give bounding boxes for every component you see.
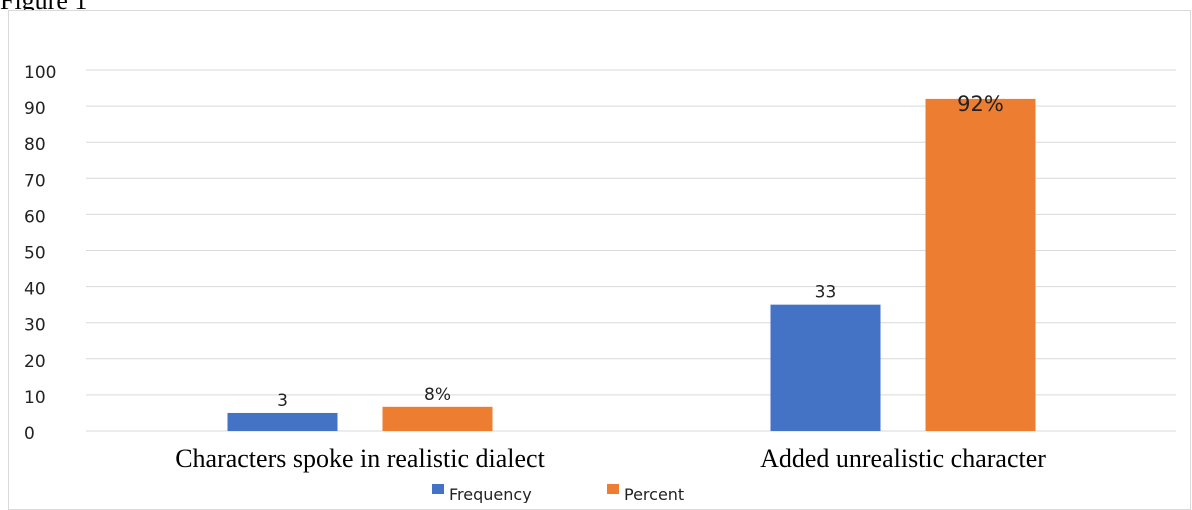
bar-frequency [227,412,338,431]
data-label: 8% [424,385,451,405]
data-labels: 3 8% 33 92% [277,92,1004,411]
data-label: 3 [277,391,288,411]
legend: Frequency Percent [432,484,684,503]
y-tick-label: 70 [24,171,46,191]
y-tick-label: 20 [24,352,46,372]
bar-frequency [770,304,881,431]
legend-label-percent: Percent [624,485,684,503]
y-tick-label: 30 [24,316,46,336]
y-tick-label: 10 [24,388,46,408]
legend-swatch-percent [607,484,619,494]
y-tick-label: 90 [24,99,46,119]
bars [227,98,1036,431]
y-tick-label: 0 [24,424,35,444]
bar-percent [925,98,1036,431]
category-labels: Characters spoke in realistic dialect Add… [175,444,1046,473]
y-tick-label: 40 [24,280,46,300]
data-label: 92% [957,92,1004,116]
y-tick-label: 80 [24,135,46,155]
y-axis-ticks: 0 10 20 30 40 50 60 70 80 90 100 [24,63,56,444]
data-label: 33 [815,283,837,303]
bar-percent [382,406,493,431]
y-tick-label: 100 [24,63,56,83]
y-tick-label: 60 [24,207,46,227]
category-label: Added unrealistic character [760,444,1046,473]
legend-label-frequency: Frequency [449,485,532,503]
y-tick-label: 50 [24,244,46,264]
legend-swatch-frequency [432,484,444,494]
category-label: Characters spoke in realistic dialect [175,444,545,473]
